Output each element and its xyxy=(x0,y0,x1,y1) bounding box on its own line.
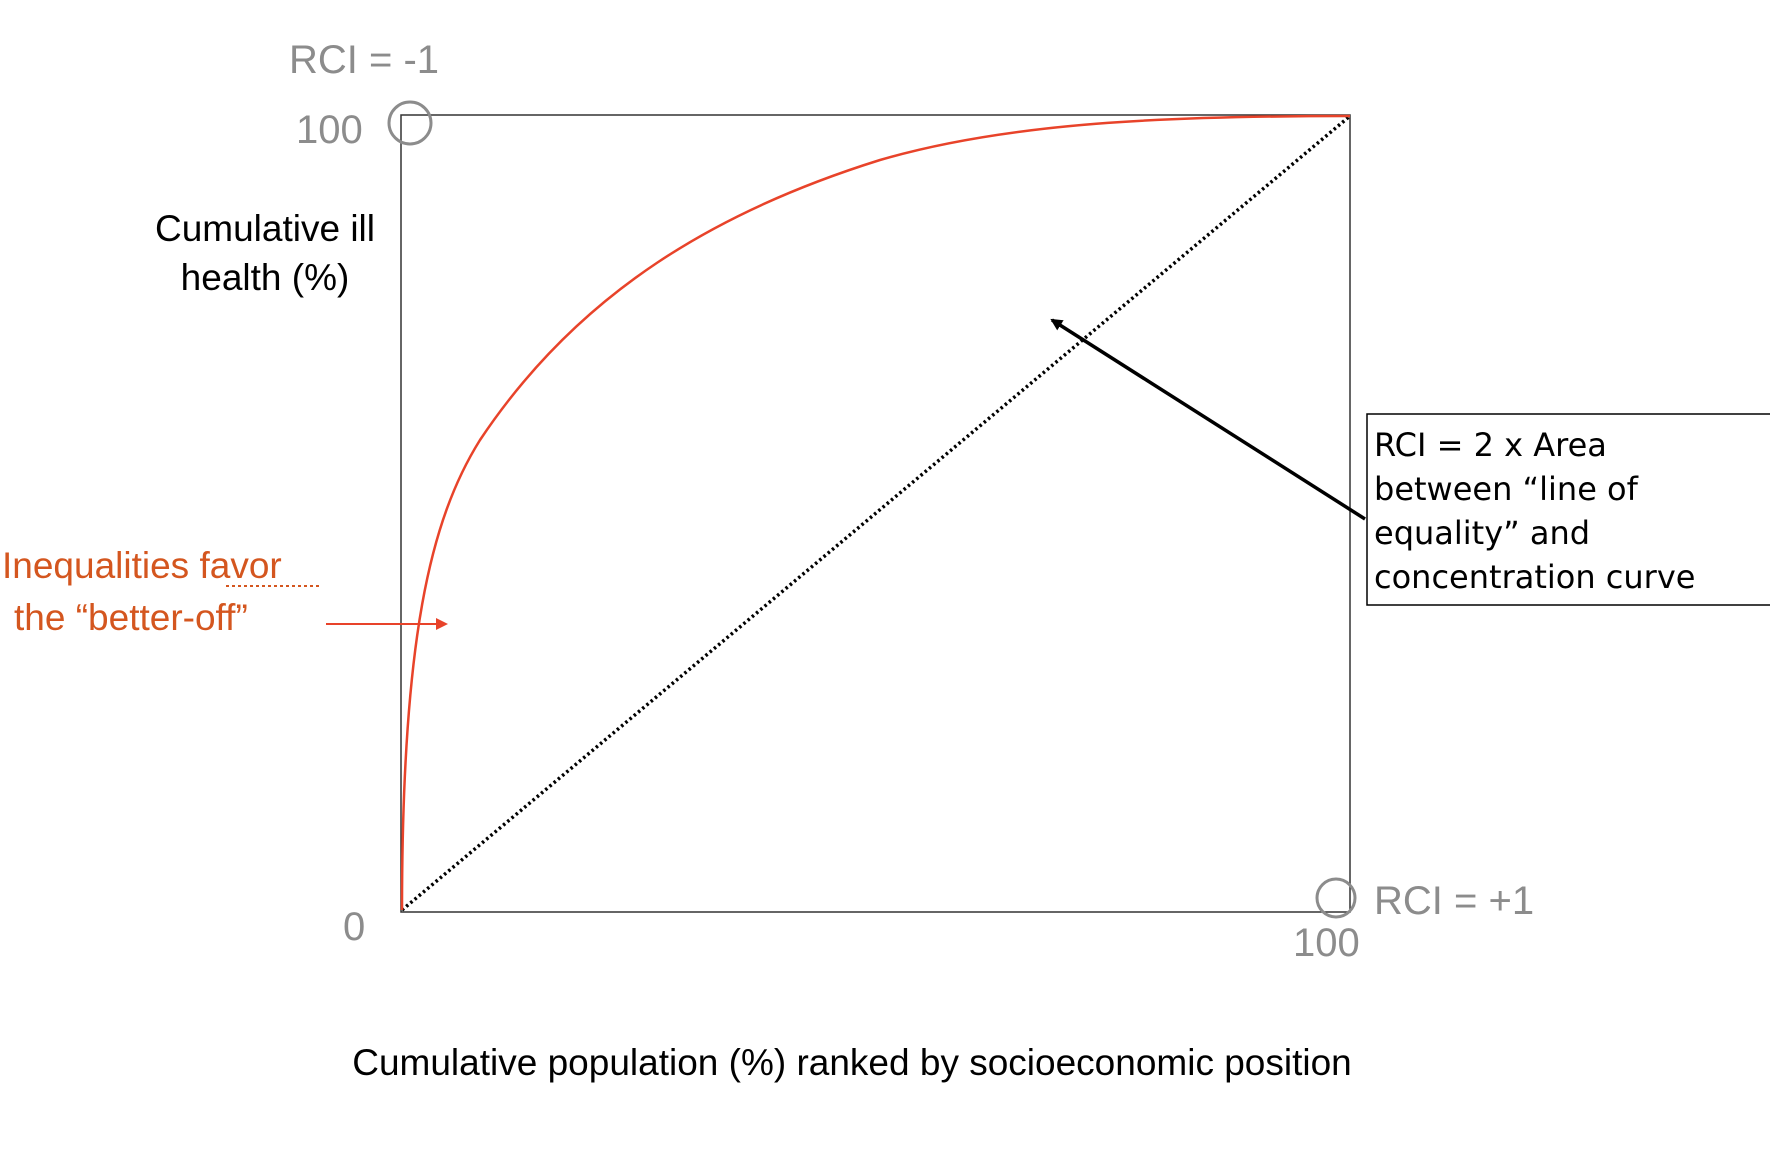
x-axis-title: Cumulative population (%) ranked by soci… xyxy=(352,1042,1352,1083)
rci-box-line2: between “line of xyxy=(1374,470,1639,508)
rci-minus-one-label: RCI = -1 xyxy=(289,38,439,82)
rci-plus-one-marker xyxy=(1315,877,1357,919)
x-axis-max-label: 100 xyxy=(1293,921,1360,965)
plot-frame xyxy=(400,114,1351,913)
favor-label-line1-start: Inequalities xyxy=(2,545,199,586)
rci-explanation-box xyxy=(1366,413,1770,606)
y-axis-title-line1: Cumulative ill xyxy=(155,208,375,249)
rci-plus-one-label: RCI = +1 xyxy=(1374,879,1534,923)
origin-label: 0 xyxy=(343,905,365,949)
area-arrow xyxy=(1050,318,1366,521)
favor-word: favor xyxy=(199,545,281,586)
concentration-curve xyxy=(400,114,1351,911)
favor-label-line2: the “better-off” xyxy=(14,597,248,638)
line-of-equality xyxy=(400,114,1352,912)
rci-box-line4: concentration curve xyxy=(1374,558,1695,596)
rci-box-line3: equality” and xyxy=(1374,514,1590,552)
y-axis-title-line2: health (%) xyxy=(181,257,350,298)
rci-minus-one-marker xyxy=(387,100,433,146)
favor-label-line1: Inequalities favor xyxy=(2,545,282,586)
rci-box-line1: RCI = 2 x Area xyxy=(1374,426,1607,464)
y-axis-max-label: 100 xyxy=(296,108,363,152)
